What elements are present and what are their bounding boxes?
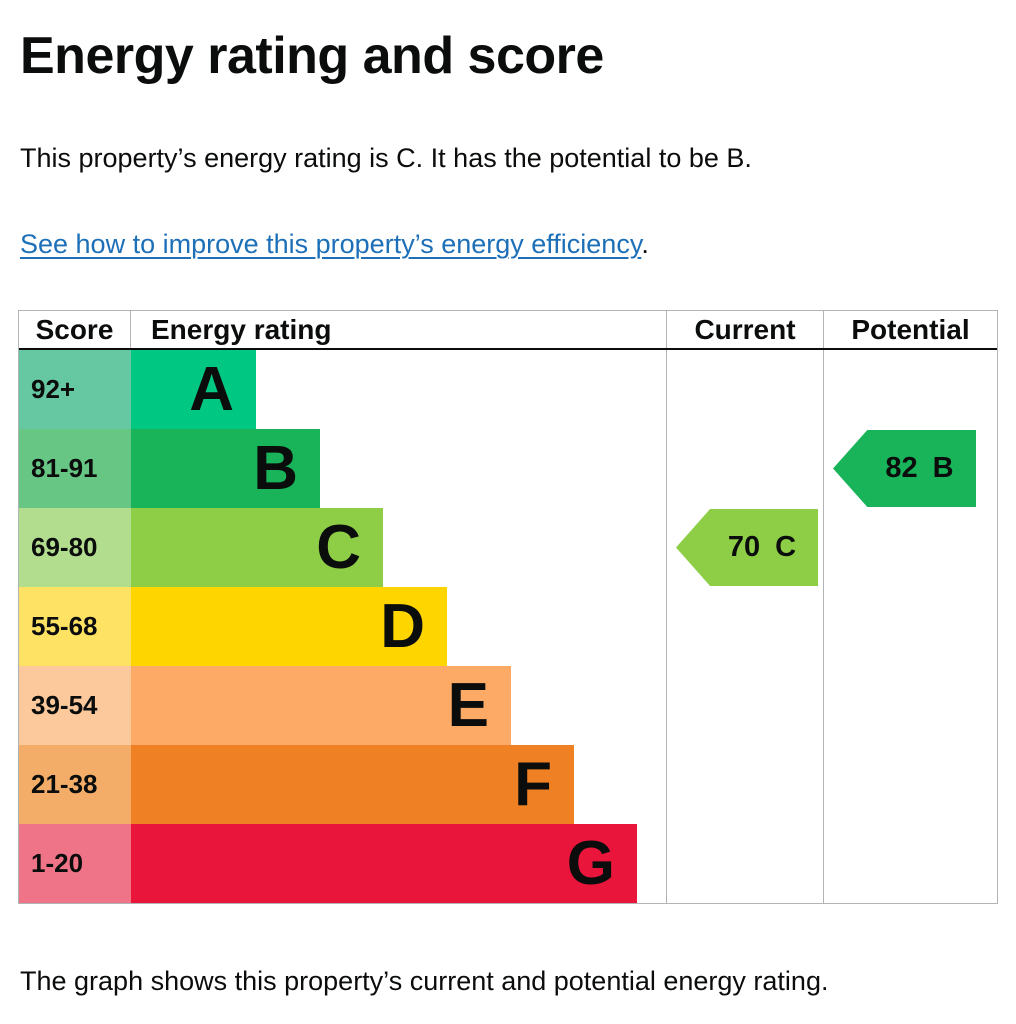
potential-column-cell-e <box>824 666 997 745</box>
current-column-cell-b <box>667 429 824 508</box>
link-suffix-period: . <box>641 229 649 259</box>
potential-column-cell-c <box>824 508 997 587</box>
band-bar-track-e: E <box>131 666 667 745</box>
score-range-f: 21-38 <box>19 745 131 824</box>
current-column-cell-e <box>667 666 824 745</box>
column-header-current: Current <box>667 311 824 348</box>
current-column-cell-f <box>667 745 824 824</box>
score-range-g: 1-20 <box>19 824 131 903</box>
score-range-d: 55-68 <box>19 587 131 666</box>
current-score-value: 70 <box>727 531 761 563</box>
page-title: Energy rating and score <box>20 27 604 85</box>
rating-band-row-g: 1-20 G <box>19 824 997 903</box>
rating-band-letter-c: C <box>316 512 361 582</box>
potential-score-value: 82 <box>885 452 918 484</box>
current-rating-arrow: 70 C <box>676 509 818 586</box>
epc-page: Energy rating and score This property’s … <box>0 30 1016 997</box>
current-column-cell-a <box>667 350 824 429</box>
band-bar-track-g: G <box>131 824 667 903</box>
band-bar-track-a: A <box>131 350 667 429</box>
rating-band-row-b: 81-91 B <box>19 429 997 508</box>
band-bar-track-f: F <box>131 745 667 824</box>
potential-column-cell-d <box>824 587 997 666</box>
rating-band-row-c: 69-80 C <box>19 508 997 587</box>
band-bar-track-b: B <box>131 429 667 508</box>
rating-band-letter-e: E <box>447 670 489 740</box>
rating-band-bar-f: F <box>131 745 574 824</box>
current-column-cell-d <box>667 587 824 666</box>
rating-band-bar-e: E <box>131 666 511 745</box>
potential-column-cell-f <box>824 745 997 824</box>
score-range-a: 92+ <box>19 350 131 429</box>
energy-rating-chart: Score Energy rating Current Potential 92… <box>18 310 998 904</box>
rating-band-letter-a: A <box>189 354 234 424</box>
rating-summary-text: This property’s energy rating is C. It h… <box>20 143 752 173</box>
rating-band-row-e: 39-54 E <box>19 666 997 745</box>
rating-band-row-f: 21-38 F <box>19 745 997 824</box>
rating-band-letter-f: F <box>514 749 552 819</box>
current-column-cell-g <box>667 824 824 903</box>
current-column-cell-c <box>667 508 824 587</box>
rating-band-rows: 92+ A 81-91 B 69-80 C 55-68 D 39-54 E 21-38 F 1-20 G <box>19 350 997 903</box>
band-bar-track-c: C <box>131 508 667 587</box>
column-header-energy-rating: Energy rating <box>131 311 667 348</box>
rating-band-row-d: 55-68 D <box>19 587 997 666</box>
score-range-c: 69-80 <box>19 508 131 587</box>
score-range-b: 81-91 <box>19 429 131 508</box>
chart-caption: The graph shows this property’s current … <box>20 966 829 996</box>
potential-column-cell-a <box>824 350 997 429</box>
score-range-e: 39-54 <box>19 666 131 745</box>
column-header-score: Score <box>19 311 131 348</box>
potential-column-cell-g <box>824 824 997 903</box>
rating-band-bar-b: B <box>131 429 320 508</box>
rating-band-bar-a: A <box>131 350 256 429</box>
improve-efficiency-link[interactable]: See how to improve this property’s energ… <box>20 229 642 259</box>
potential-rating-arrow: 82 B <box>833 430 976 507</box>
rating-band-letter-b: B <box>253 433 298 503</box>
rating-band-bar-c: C <box>131 508 383 587</box>
potential-rating-letter: B <box>932 452 954 484</box>
rating-band-letter-d: D <box>380 591 425 661</box>
rating-band-letter-g: G <box>566 828 615 898</box>
column-header-potential: Potential <box>851 313 970 345</box>
rating-band-row-a: 92+ A <box>19 350 997 429</box>
band-bar-track-d: D <box>131 587 667 666</box>
current-rating-letter: C <box>775 531 797 563</box>
chart-header-row: Score Energy rating Current Potential <box>19 311 997 350</box>
rating-band-bar-d: D <box>131 587 447 666</box>
rating-band-bar-g: G <box>131 824 637 903</box>
improvement-link-line: See how to improve this property’s energ… <box>20 229 996 260</box>
